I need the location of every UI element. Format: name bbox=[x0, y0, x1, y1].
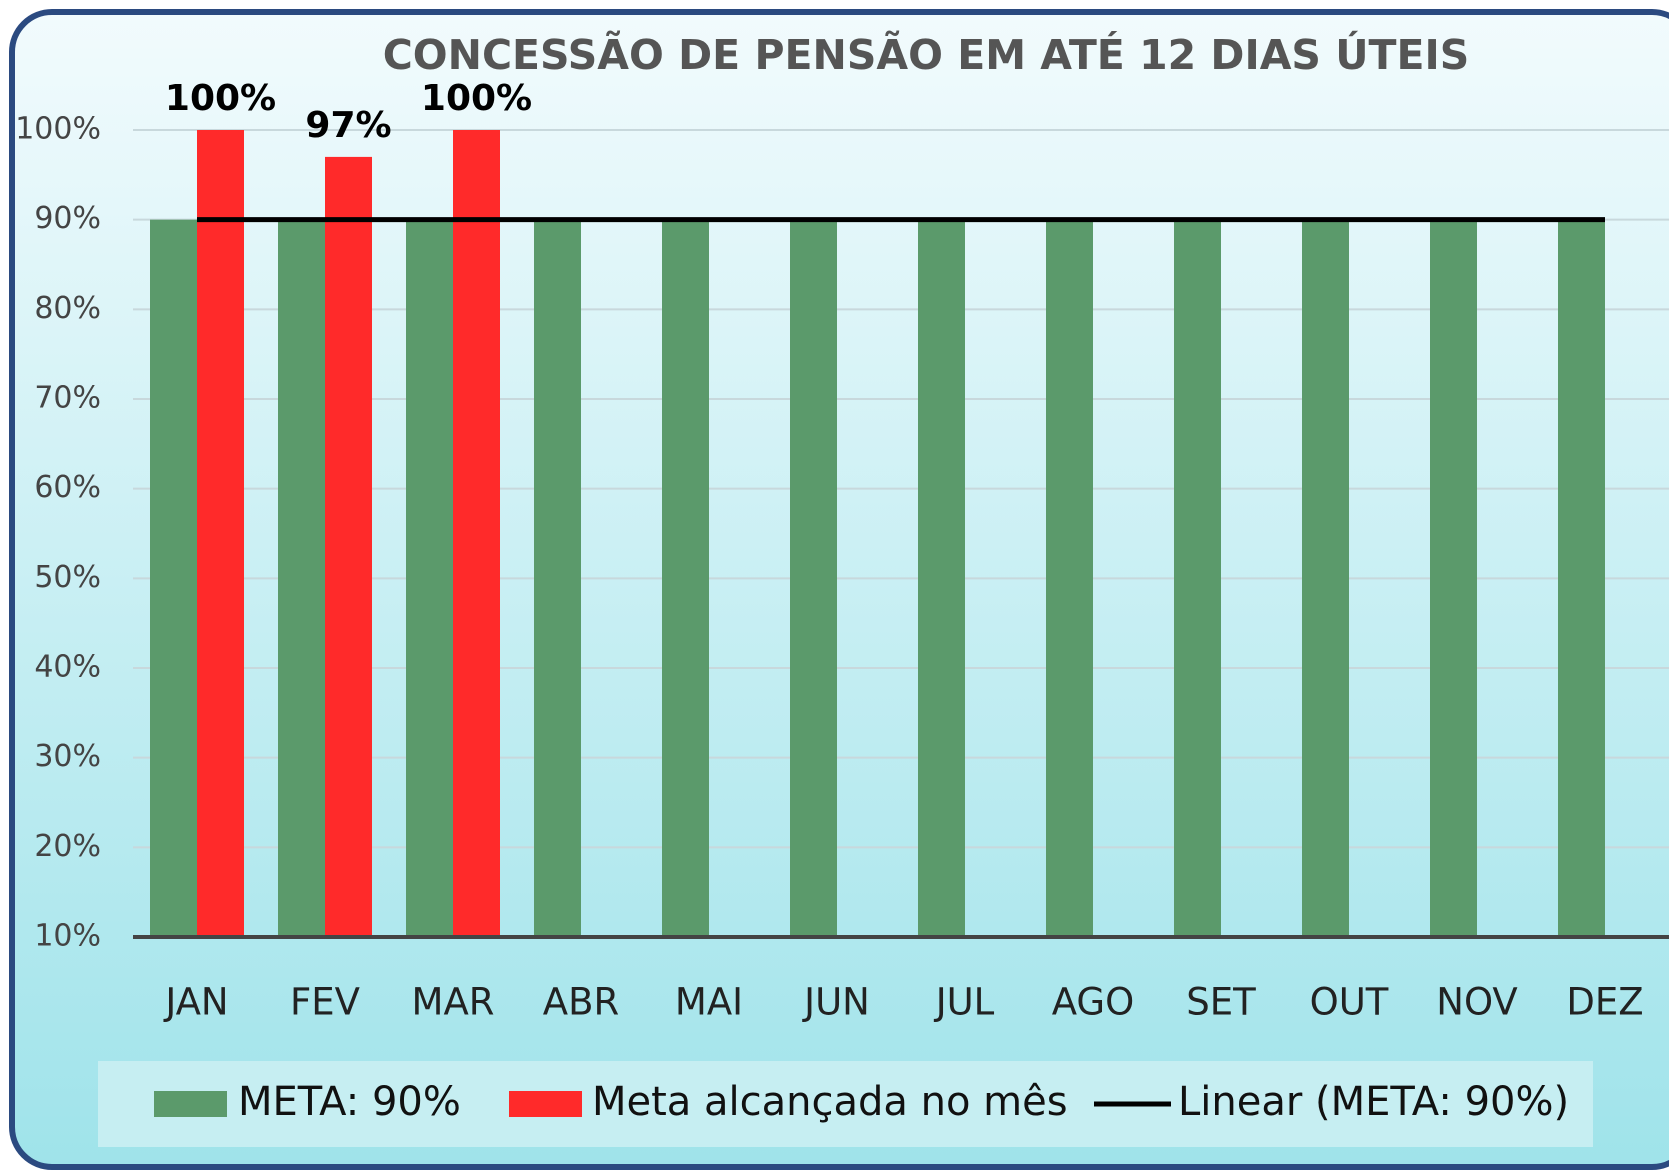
y-tick-label: 30% bbox=[34, 739, 101, 774]
bar bbox=[918, 219, 965, 937]
y-tick-label: 80% bbox=[34, 291, 101, 326]
x-tick-label: AGO bbox=[1052, 981, 1134, 1024]
y-tick-label: 40% bbox=[34, 650, 101, 685]
bar bbox=[325, 156, 372, 937]
x-tick-label: ABR bbox=[543, 981, 619, 1024]
bar bbox=[1046, 219, 1093, 937]
y-tick-label: 10% bbox=[34, 919, 101, 954]
x-tick-label: FEV bbox=[290, 981, 360, 1024]
bar bbox=[278, 219, 325, 937]
bar bbox=[1430, 219, 1477, 937]
legend-box bbox=[98, 1061, 1593, 1147]
y-tick-label: 70% bbox=[34, 381, 101, 416]
legend-swatch bbox=[509, 1091, 582, 1117]
y-tick-label: 90% bbox=[34, 201, 101, 236]
legend-swatch bbox=[154, 1091, 227, 1117]
legend-label: Meta alcançada no mês bbox=[592, 1079, 1068, 1125]
bar bbox=[453, 130, 500, 937]
legend-label: Linear (META: 90%) bbox=[1178, 1079, 1569, 1125]
bar bbox=[406, 219, 453, 937]
x-tick-label: JUN bbox=[802, 981, 870, 1024]
bar bbox=[1302, 219, 1349, 937]
bar bbox=[197, 130, 244, 937]
data-label: 100% bbox=[421, 78, 532, 119]
data-label: 100% bbox=[165, 78, 276, 119]
bar bbox=[662, 219, 709, 937]
y-tick-label: 20% bbox=[34, 829, 101, 864]
x-tick-label: MAI bbox=[675, 981, 743, 1024]
x-tick-label: NOV bbox=[1436, 981, 1517, 1024]
x-tick-label: JUL bbox=[934, 981, 995, 1024]
bar bbox=[150, 219, 197, 937]
bar bbox=[534, 219, 581, 937]
data-label: 97% bbox=[305, 105, 391, 146]
x-tick-label: SET bbox=[1186, 981, 1256, 1024]
chart-title: CONCESSÃO DE PENSÃO EM ATÉ 12 DIAS ÚTEIS bbox=[383, 30, 1470, 79]
y-tick-label: 100% bbox=[15, 112, 101, 147]
legend-label: META: 90% bbox=[238, 1079, 461, 1125]
bar bbox=[790, 219, 837, 937]
x-tick-label: DEZ bbox=[1566, 981, 1643, 1024]
bar bbox=[1174, 219, 1221, 937]
x-tick-label: OUT bbox=[1310, 981, 1389, 1024]
y-tick-label: 60% bbox=[34, 470, 101, 505]
x-tick-label: MAR bbox=[412, 981, 495, 1024]
x-tick-label: JAN bbox=[163, 981, 228, 1024]
y-tick-label: 50% bbox=[34, 560, 101, 595]
bar bbox=[1558, 219, 1605, 937]
